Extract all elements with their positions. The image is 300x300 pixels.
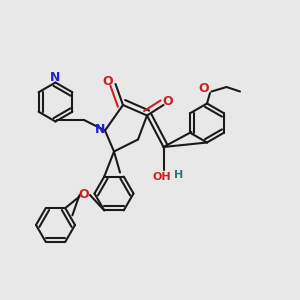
Text: O: O [163,95,173,108]
Text: O: O [103,75,113,88]
Text: N: N [94,122,105,136]
Text: H: H [174,170,183,181]
Text: O: O [199,82,209,95]
Text: O: O [79,188,89,202]
Text: OH: OH [153,172,171,182]
Text: N: N [50,70,61,84]
